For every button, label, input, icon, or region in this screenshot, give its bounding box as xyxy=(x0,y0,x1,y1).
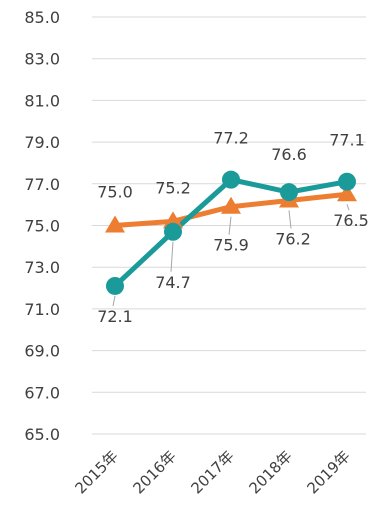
data-label: 75.9 xyxy=(213,236,249,255)
y-tick-label: 65.0 xyxy=(24,425,60,444)
x-tick-label: 2016年 xyxy=(129,447,179,497)
data-labels: 75.0 75.2 75.9 76.2 76.5 72.1 74.7 77.2 76.6 77.1 xyxy=(97,129,369,326)
y-tick-label: 73.0 xyxy=(24,258,60,277)
circle-marker xyxy=(338,172,356,191)
data-label: 76.6 xyxy=(271,145,307,164)
y-tick-label: 79.0 xyxy=(24,133,60,152)
x-tick-label: 2019年 xyxy=(303,447,353,497)
y-tick-label: 83.0 xyxy=(24,50,60,69)
y-tick-label: 71.0 xyxy=(24,300,60,319)
leader-line xyxy=(346,204,350,211)
data-label: 76.2 xyxy=(275,229,311,248)
x-tick-label: 2018年 xyxy=(245,447,295,497)
series-markers xyxy=(105,170,357,295)
triangle-marker xyxy=(221,196,241,214)
circle-marker xyxy=(222,170,240,189)
data-label: 74.7 xyxy=(155,273,191,292)
y-tick-label: 85.0 xyxy=(24,8,60,27)
y-tick-label: 67.0 xyxy=(24,383,60,402)
data-label: 72.1 xyxy=(97,307,133,326)
triangle-marker xyxy=(105,215,125,233)
data-label: 76.5 xyxy=(333,211,369,230)
x-axis-ticks: 2015年 2016年 2017年 2018年 2019年 xyxy=(71,447,353,497)
y-tick-label: 69.0 xyxy=(24,342,60,361)
y-tick-label: 77.0 xyxy=(24,175,60,194)
leader-line xyxy=(112,295,116,307)
circle-marker xyxy=(164,222,182,241)
leader-line xyxy=(170,241,174,272)
circle-marker xyxy=(106,276,124,295)
x-tick-label: 2017年 xyxy=(187,447,237,497)
circle-marker xyxy=(280,183,298,202)
data-label: 75.2 xyxy=(155,178,191,197)
series-lines xyxy=(112,177,350,289)
leader-line xyxy=(288,210,292,229)
y-tick-label: 75.0 xyxy=(24,217,60,236)
label-leader-lines xyxy=(112,204,350,307)
y-axis-ticks: 65.0 67.0 69.0 71.0 73.0 75.0 77.0 79.0 81.0 83.0… xyxy=(24,8,60,444)
y-tick-label: 81.0 xyxy=(24,91,60,110)
triangle-marker xyxy=(163,211,183,229)
x-tick-label: 2015年 xyxy=(71,447,121,497)
triangle-marker xyxy=(337,184,357,202)
data-label: 77.1 xyxy=(329,131,365,150)
data-label: 77.2 xyxy=(213,129,249,148)
data-label: 75.0 xyxy=(97,183,133,202)
leader-line xyxy=(228,216,232,235)
